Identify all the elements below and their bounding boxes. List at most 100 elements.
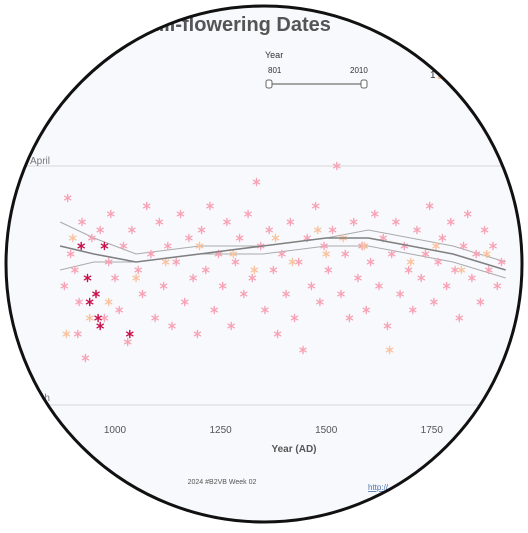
data-point-pink[interactable]	[294, 257, 303, 267]
data-point-pink[interactable]	[159, 281, 168, 291]
data-point-pink[interactable]	[75, 297, 83, 307]
data-point-pink[interactable]	[180, 297, 189, 307]
data-point-pink[interactable]	[71, 265, 79, 275]
data-point-peach[interactable]	[132, 273, 140, 283]
data-point-pink[interactable]	[375, 281, 383, 291]
data-point-pink[interactable]	[307, 281, 316, 291]
data-point-pink[interactable]	[155, 217, 164, 227]
data-point-pink[interactable]	[189, 273, 197, 283]
data-point-pink[interactable]	[497, 257, 506, 267]
data-point-pink[interactable]	[138, 289, 147, 299]
data-point-pink[interactable]	[286, 217, 295, 227]
data-point-pink[interactable]	[451, 265, 459, 275]
data-point-pink[interactable]	[316, 297, 324, 307]
data-point-pink[interactable]	[299, 345, 307, 355]
data-point-pink[interactable]	[442, 281, 451, 291]
data-point-pink[interactable]	[240, 289, 248, 299]
footer-link[interactable]: http://	[368, 483, 389, 492]
data-point-pink[interactable]	[231, 257, 240, 267]
data-point-pink[interactable]	[366, 257, 375, 267]
data-point-pink[interactable]	[455, 313, 464, 323]
data-point-peach[interactable]	[62, 329, 71, 339]
data-point-pink[interactable]	[252, 177, 261, 187]
data-point-pink[interactable]	[151, 313, 159, 323]
data-point-peach[interactable]	[457, 265, 466, 275]
data-point-pink[interactable]	[261, 305, 269, 315]
data-point-pink[interactable]	[413, 225, 421, 235]
data-point-pink[interactable]	[354, 273, 362, 283]
data-point-pink[interactable]	[425, 201, 434, 211]
data-point-pink[interactable]	[244, 209, 252, 219]
data-point-pink[interactable]	[485, 265, 493, 275]
data-point-pink[interactable]	[468, 273, 476, 283]
data-point-pink[interactable]	[176, 209, 185, 219]
data-point-pink[interactable]	[345, 313, 354, 323]
data-point-pink[interactable]	[421, 249, 430, 259]
data-point-pink[interactable]	[81, 353, 90, 363]
data-point-pink[interactable]	[223, 217, 231, 227]
data-point-pink[interactable]	[430, 297, 438, 307]
year-slider-min-handle[interactable]	[265, 79, 273, 89]
data-point-pink[interactable]	[383, 321, 392, 331]
data-point-pink[interactable]	[107, 209, 115, 219]
data-point-peach[interactable]	[432, 241, 440, 251]
data-point-pink[interactable]	[269, 265, 278, 275]
data-point-pink[interactable]	[115, 305, 123, 315]
data-point-crimson[interactable]	[77, 241, 85, 251]
year-slider-max-handle[interactable]	[360, 79, 368, 89]
data-point-pink[interactable]	[206, 201, 214, 211]
data-point-peach[interactable]	[229, 249, 238, 259]
data-point-pink[interactable]	[164, 241, 172, 251]
data-point-peach[interactable]	[322, 249, 330, 259]
data-point-pink[interactable]	[480, 225, 489, 235]
data-point-pink[interactable]	[63, 193, 72, 203]
data-point-pink[interactable]	[235, 233, 244, 243]
data-point-pink[interactable]	[197, 225, 206, 235]
data-point-pink[interactable]	[119, 241, 128, 251]
data-point-pink[interactable]	[332, 161, 341, 171]
data-point-pink[interactable]	[172, 257, 181, 267]
data-point-peach[interactable]	[288, 257, 297, 267]
data-point-pink[interactable]	[265, 225, 273, 235]
data-point-crimson[interactable]	[126, 329, 134, 339]
data-point-crimson[interactable]	[83, 273, 92, 283]
data-point-pink[interactable]	[142, 201, 151, 211]
data-point-pink[interactable]	[362, 305, 371, 315]
data-point-pink[interactable]	[278, 249, 286, 259]
data-point-pink[interactable]	[290, 313, 299, 323]
data-point-pink[interactable]	[476, 297, 485, 307]
data-point-pink[interactable]	[78, 217, 86, 227]
data-point-crimson[interactable]	[94, 313, 102, 323]
data-point-pink[interactable]	[324, 265, 333, 275]
data-point-pink[interactable]	[273, 329, 282, 339]
data-point-pink[interactable]	[337, 289, 345, 299]
data-point-pink[interactable]	[404, 265, 413, 275]
data-point-pink[interactable]	[349, 217, 358, 227]
data-point-crimson[interactable]	[85, 297, 94, 307]
year-range-filter[interactable]: Year 801 2010	[265, 50, 368, 89]
data-point-pink[interactable]	[227, 321, 235, 331]
data-point-pink[interactable]	[371, 209, 379, 219]
data-point-pink[interactable]	[489, 241, 497, 251]
data-point-pink[interactable]	[459, 241, 468, 251]
data-point-pink[interactable]	[147, 249, 155, 259]
data-point-pink[interactable]	[185, 233, 193, 243]
data-point-crimson[interactable]	[92, 289, 100, 299]
data-point-pink[interactable]	[463, 209, 472, 219]
data-point-pink[interactable]	[193, 329, 202, 339]
data-point-pink[interactable]	[417, 273, 426, 283]
data-point-pink[interactable]	[396, 289, 404, 299]
data-point-pink[interactable]	[447, 217, 455, 227]
data-point-pink[interactable]	[74, 329, 82, 339]
data-point-peach[interactable]	[406, 257, 415, 267]
data-point-pink[interactable]	[218, 281, 227, 291]
data-point-pink[interactable]	[104, 257, 113, 267]
data-point-pink[interactable]	[320, 241, 328, 251]
data-point-pink[interactable]	[493, 281, 502, 291]
data-point-pink[interactable]	[341, 249, 349, 259]
data-point-peach[interactable]	[271, 233, 280, 243]
data-point-pink[interactable]	[100, 313, 109, 323]
data-point-pink[interactable]	[210, 305, 219, 315]
data-point-pink[interactable]	[311, 201, 320, 211]
data-point-peach[interactable]	[68, 233, 77, 243]
